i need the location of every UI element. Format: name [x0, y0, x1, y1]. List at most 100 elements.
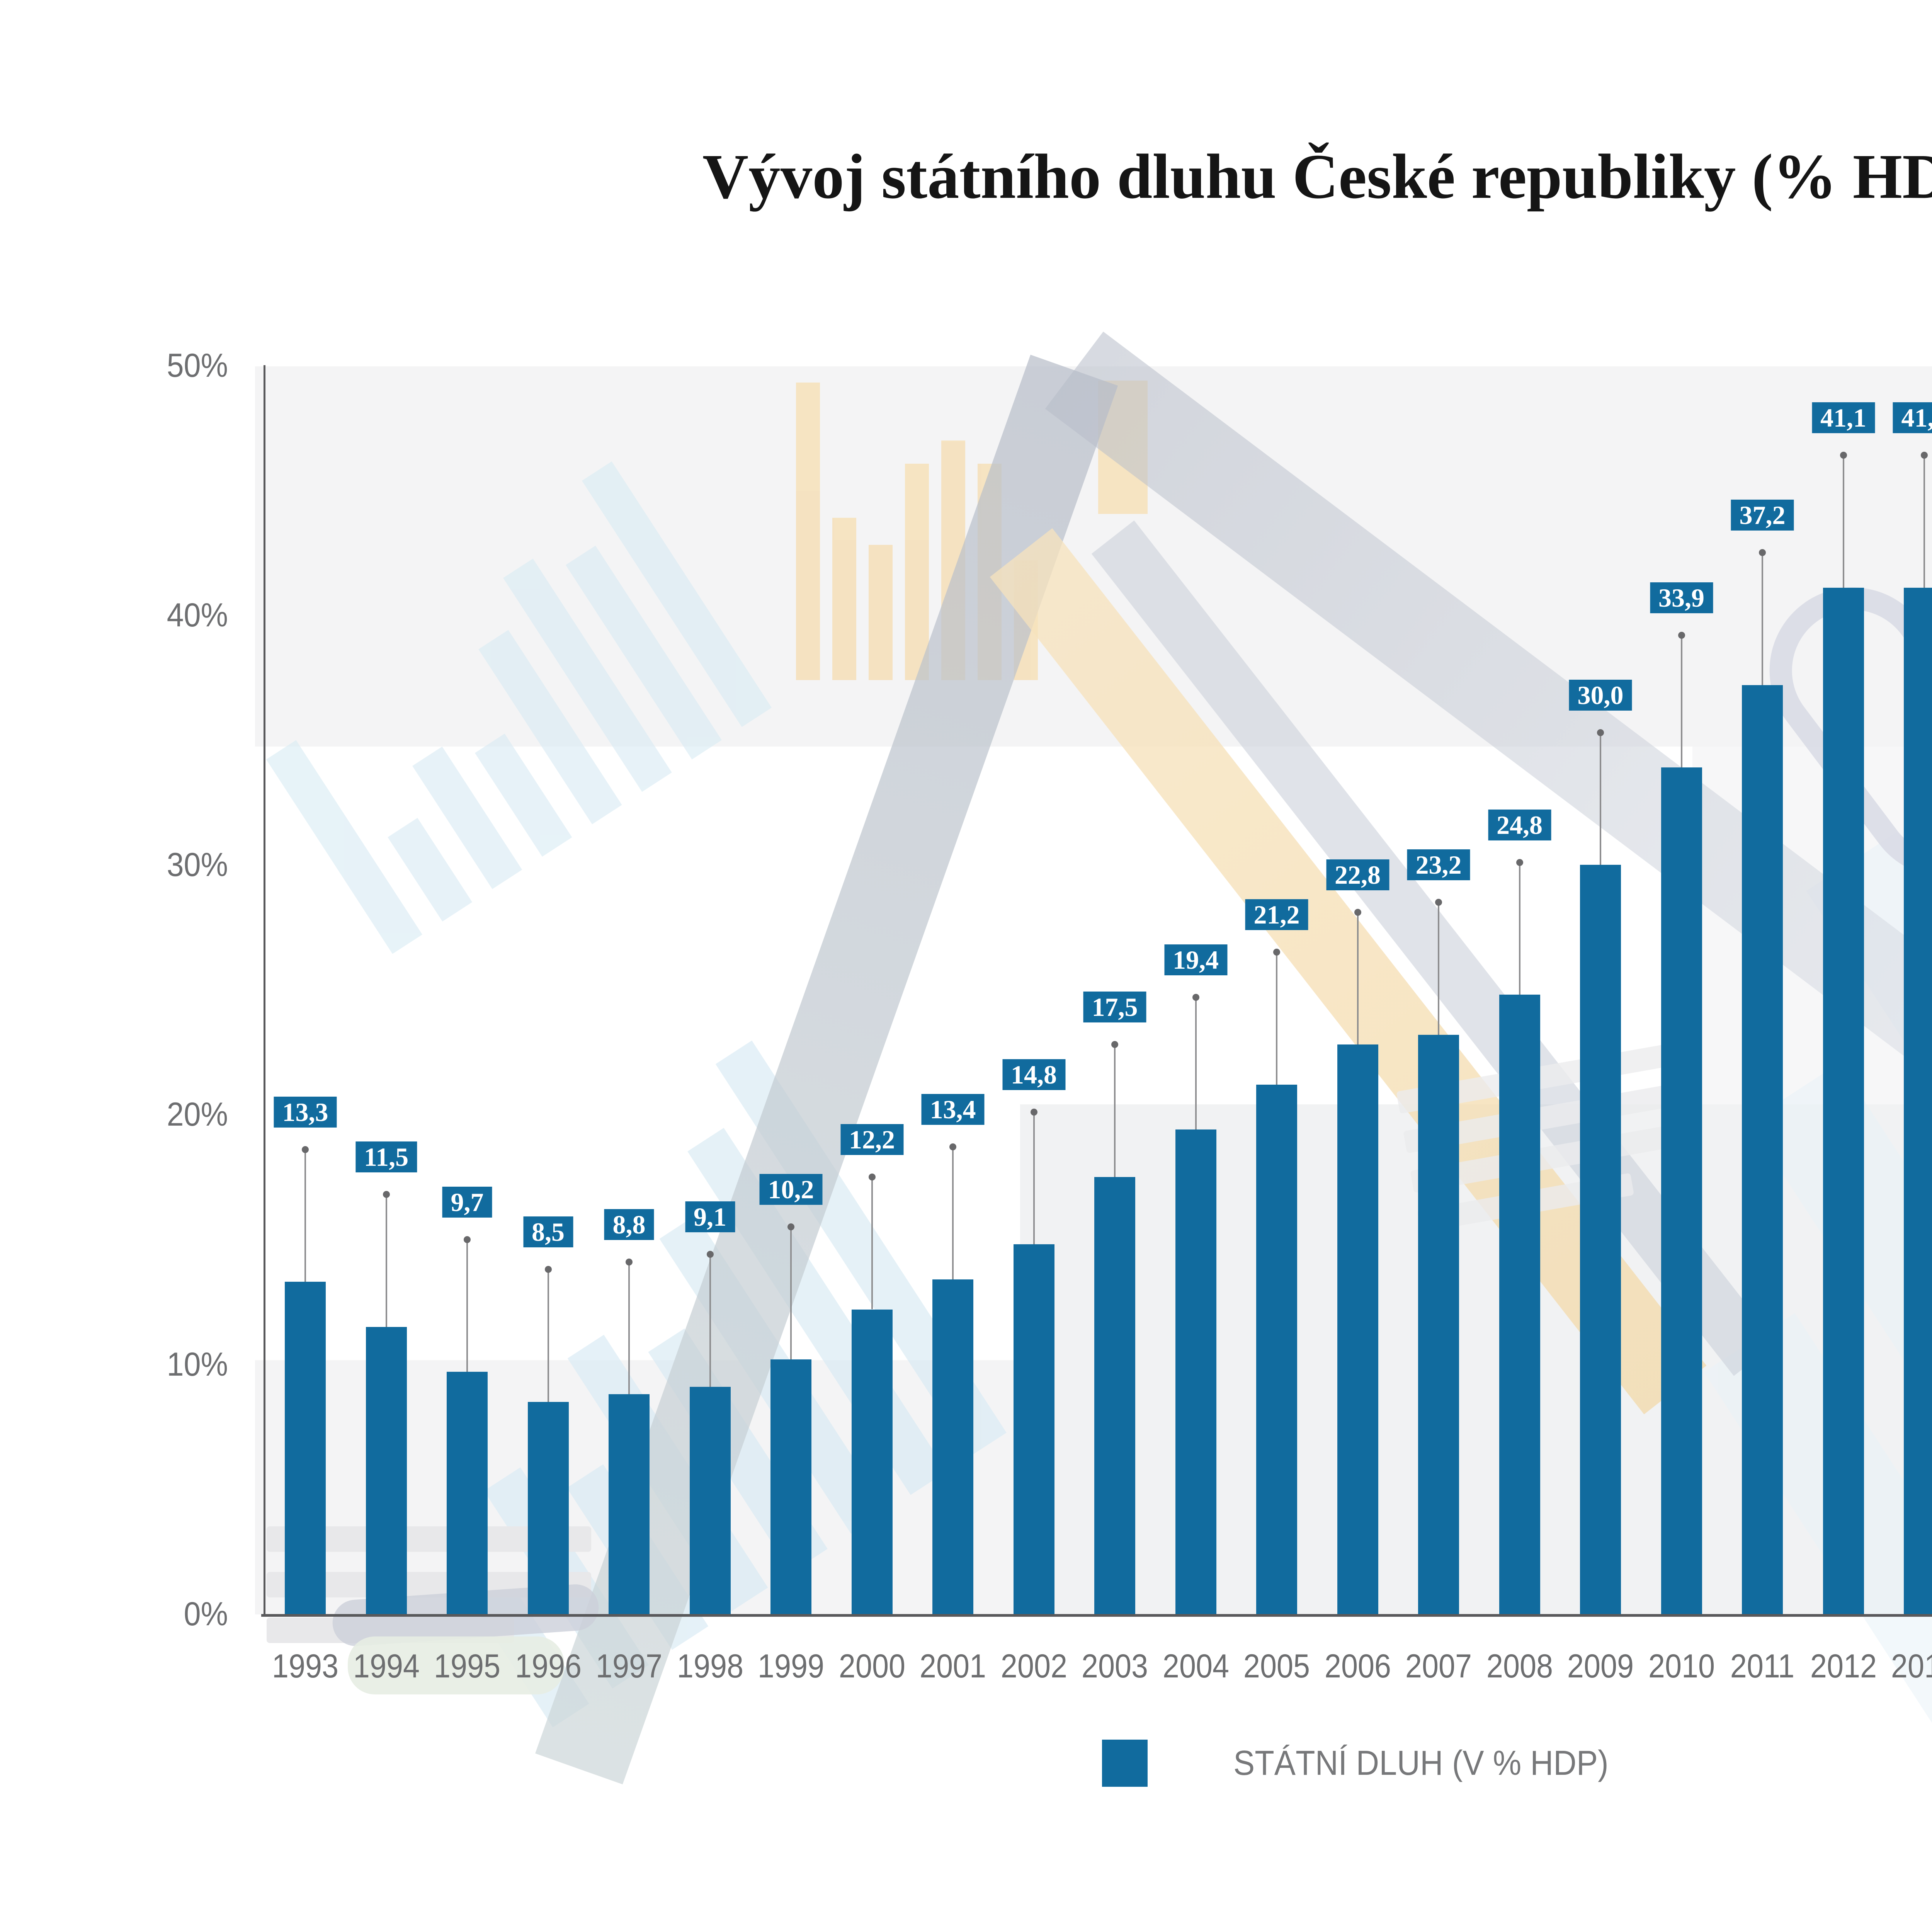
leader-dot: [626, 1258, 633, 1266]
y-axis-tick-label: 10%: [167, 1345, 228, 1383]
x-axis-tick-label: 2012: [1810, 1648, 1877, 1685]
x-axis-tick-label: 2007: [1405, 1648, 1472, 1685]
watermark-blue-bar-chart-icon: [186, 352, 830, 954]
value-label: 9,1: [685, 1201, 735, 1233]
x-axis-tick-label: 2001: [919, 1648, 986, 1685]
chart-title: Vývoj státního dluhu České republiky (% …: [702, 141, 1932, 212]
bar: [851, 1309, 893, 1614]
value-label: 23,2: [1407, 849, 1470, 881]
x-axis-tick-label: 2002: [1000, 1648, 1067, 1685]
leader-dot: [787, 1223, 794, 1231]
leader-line: [1357, 912, 1359, 1045]
x-axis-tick-label: 1996: [515, 1648, 582, 1685]
bar: [689, 1386, 731, 1614]
leader-line: [304, 1149, 306, 1282]
leader-dot: [383, 1191, 390, 1198]
bar: [1337, 1044, 1378, 1614]
watermark-panel-right-mid: [1692, 747, 1932, 1104]
leader-line: [1438, 902, 1439, 1035]
leader-dot: [1435, 899, 1442, 906]
x-axis-tick-label: 1997: [595, 1648, 663, 1685]
leader-dot: [1192, 993, 1199, 1001]
value-label: 37,2: [1731, 500, 1794, 531]
bar: [770, 1359, 811, 1614]
value-label: 10,2: [759, 1174, 823, 1205]
leader-dot: [1921, 452, 1928, 459]
leader-line: [1114, 1044, 1116, 1177]
value-label: 14,8: [1002, 1059, 1065, 1090]
leader-line: [1195, 997, 1197, 1130]
leader-dot: [1030, 1108, 1037, 1116]
watermark-clipboard-top-edge: [1045, 332, 1932, 1144]
x-axis-tick-label: 2008: [1486, 1648, 1553, 1685]
x-axis-tick-label: 2000: [838, 1648, 905, 1685]
bar: [1904, 587, 1932, 1614]
leader-dot: [949, 1143, 956, 1151]
bar: [366, 1327, 407, 1614]
bar: [1499, 995, 1540, 1614]
value-label: 19,4: [1164, 944, 1227, 975]
leader-dot: [868, 1174, 876, 1181]
value-label: 30,0: [1569, 679, 1632, 711]
leader-line: [466, 1239, 468, 1372]
x-axis-tick-label: 1995: [434, 1648, 501, 1685]
x-axis-tick-label: 2013: [1891, 1648, 1932, 1685]
watermark-blue-bar-chart-icon: [1504, 748, 1932, 1729]
x-axis-tick-label: 2010: [1648, 1648, 1715, 1685]
bar: [1580, 865, 1621, 1614]
value-label: 11,5: [355, 1141, 417, 1173]
leader-dot: [1840, 452, 1847, 459]
value-label: 13,3: [274, 1096, 337, 1128]
x-axis-tick-label: 2009: [1567, 1648, 1634, 1685]
leader-dot: [1678, 631, 1685, 639]
value-label: 41,1: [1812, 402, 1875, 434]
leader-line: [1600, 732, 1601, 865]
x-axis-tick-label: 2011: [1730, 1648, 1795, 1685]
leader-line: [952, 1147, 954, 1279]
value-label: 22,8: [1326, 859, 1389, 890]
leader-line: [1842, 455, 1844, 588]
x-axis-line: [261, 1614, 1932, 1617]
leader-line: [1033, 1112, 1035, 1245]
leader-line: [790, 1227, 792, 1359]
bar: [1742, 685, 1783, 1614]
bar: [1256, 1084, 1297, 1614]
leader-line: [628, 1262, 630, 1395]
value-label: 12,2: [840, 1124, 903, 1155]
x-axis-tick-label: 2005: [1243, 1648, 1310, 1685]
leader-line: [871, 1177, 873, 1310]
value-label: 21,2: [1245, 899, 1308, 930]
leader-dot: [544, 1266, 552, 1273]
bar: [1175, 1129, 1216, 1614]
x-axis-tick-label: 1993: [272, 1648, 339, 1685]
legend-color-swatch: [1102, 1740, 1148, 1787]
watermark-orange-bar-chart-icon: [796, 383, 1167, 680]
leader-dot: [706, 1251, 714, 1258]
leader-line: [385, 1194, 387, 1327]
leader-line: [547, 1269, 549, 1402]
bar: [447, 1372, 488, 1614]
bar: [1094, 1177, 1135, 1614]
value-label: 41,1: [1893, 402, 1932, 434]
leader-dot: [1111, 1041, 1118, 1048]
value-label: 9,7: [442, 1186, 492, 1218]
leader-dot: [302, 1146, 309, 1153]
watermark-orange-column: [1098, 381, 1148, 514]
x-axis-tick-label: 1998: [677, 1648, 743, 1685]
y-axis-line: [264, 365, 265, 1617]
watermark-panel-bottom: [1020, 1104, 1932, 1614]
bar: [1418, 1034, 1459, 1614]
y-axis-tick-label: 0%: [184, 1596, 228, 1633]
x-axis-tick-label: 1994: [353, 1648, 420, 1685]
value-label: 8,5: [523, 1216, 573, 1248]
leader-line: [1680, 635, 1682, 768]
bar: [1013, 1244, 1054, 1614]
leader-dot: [464, 1236, 471, 1243]
leader-dot: [1759, 549, 1766, 556]
x-axis-tick-label: 2004: [1162, 1648, 1229, 1685]
y-axis-tick-label: 50%: [167, 347, 228, 384]
value-label: 17,5: [1083, 992, 1146, 1023]
bar: [527, 1402, 569, 1614]
